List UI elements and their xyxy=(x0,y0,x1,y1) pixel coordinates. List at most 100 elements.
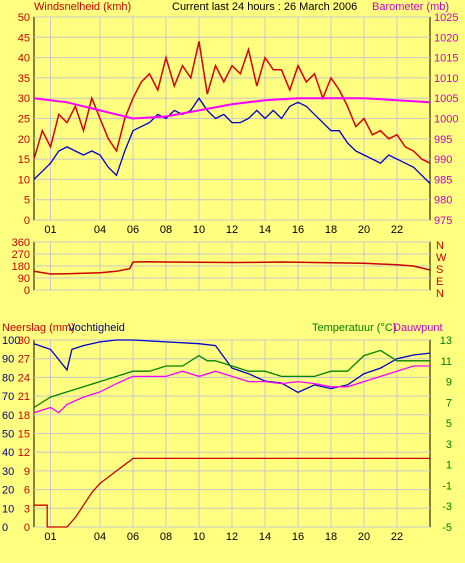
y-tick-label-temperature: 9 xyxy=(446,377,452,389)
compass-label-n-top: N xyxy=(436,240,444,252)
x-tick-label: 08 xyxy=(160,224,172,236)
y-tick-label-temperature: -1 xyxy=(442,480,452,492)
x-tick-label: 16 xyxy=(292,224,304,236)
x-tick-label: 14 xyxy=(259,531,271,543)
chart-title: Current last 24 hours : 26 March 2006 xyxy=(172,1,357,13)
humidity-line xyxy=(33,339,431,394)
y-tick-label-humidity: 70 xyxy=(2,391,14,403)
rain-axis-title: Neerslag (mm) xyxy=(2,322,75,334)
wind-direction-line xyxy=(33,260,431,275)
y-tick-label-windspeed: 5 xyxy=(24,195,30,207)
compass-label-w: W xyxy=(436,252,447,264)
y-tick-label-rain: 12 xyxy=(18,447,30,459)
x-tick-label: 12 xyxy=(226,224,238,236)
humidity-axis-title: Vochtigheid xyxy=(68,322,125,334)
x-tick-label: 20 xyxy=(358,531,370,543)
x-tick-label: 08 xyxy=(160,531,172,543)
windspeed-axis-title: Windsnelheid (kmh) xyxy=(34,1,131,13)
compass-label-e: E xyxy=(436,276,443,288)
barometer-line xyxy=(33,97,431,120)
y-tick-label-barometer: 1005 xyxy=(434,93,458,105)
x-tick-label: 22 xyxy=(391,531,403,543)
y-tick-label-windspeed: 45 xyxy=(18,32,30,44)
y-tick-label-windspeed: 35 xyxy=(18,73,30,85)
dewpoint-line xyxy=(33,365,430,414)
x-tick-label: 18 xyxy=(325,224,337,236)
y-tick-label-humidity: 40 xyxy=(2,447,14,459)
barometer-axis-title: Barometer (mb) xyxy=(372,1,449,13)
y-tick-label-windspeed: 25 xyxy=(18,114,30,126)
x-tick-label: 10 xyxy=(193,224,205,236)
y-tick-label-temperature: -5 xyxy=(442,522,452,534)
x-tick-label: 20 xyxy=(358,224,370,236)
y-tick-label-rain: 9 xyxy=(24,466,30,478)
y-tick-label-direction: 270 xyxy=(12,249,30,261)
temperature-axis-title: Temperatuur (°C) xyxy=(312,322,396,334)
y-tick-label-humidity: 100 xyxy=(2,335,20,347)
x-tick-label: 22 xyxy=(391,224,403,236)
y-tick-label-direction: 180 xyxy=(12,261,30,273)
x-tick-label: 12 xyxy=(226,531,238,543)
x-tick-label: 10 xyxy=(193,531,205,543)
y-tick-label-barometer: 1025 xyxy=(434,12,458,24)
x-tick-label: 01 xyxy=(44,224,56,236)
y-tick-label-humidity: 80 xyxy=(2,372,14,384)
x-tick-label: 04 xyxy=(94,224,106,236)
y-tick-label-barometer: 1015 xyxy=(434,53,458,65)
y-tick-label-direction: 360 xyxy=(12,237,30,249)
y-tick-label-rain: 15 xyxy=(18,429,30,441)
y-tick-label-temperature: 5 xyxy=(446,418,452,430)
windspeed-line xyxy=(33,97,431,184)
y-tick-label-humidity: 90 xyxy=(2,354,14,366)
x-tick-label: 06 xyxy=(127,531,139,543)
y-tick-label-windspeed: 20 xyxy=(18,134,30,146)
y-tick-label-barometer: 985 xyxy=(434,174,452,186)
temperature-line xyxy=(33,349,430,409)
y-tick-label-temperature: 1 xyxy=(446,460,452,472)
y-tick-label-barometer: 995 xyxy=(434,134,452,146)
y-tick-label-rain: 24 xyxy=(18,372,30,384)
y-tick-label-barometer: 1010 xyxy=(434,73,458,85)
y-tick-label-temperature: 3 xyxy=(446,439,452,451)
y-tick-label-temperature: 13 xyxy=(440,335,452,347)
compass-label-s: S xyxy=(436,264,443,276)
y-tick-label-barometer: 990 xyxy=(434,154,452,166)
y-tick-label-humidity: 50 xyxy=(2,429,14,441)
y-tick-label-rain: 6 xyxy=(24,485,30,497)
y-tick-label-humidity: 30 xyxy=(2,466,14,478)
y-tick-label-barometer: 975 xyxy=(434,215,452,227)
x-tick-label: 18 xyxy=(325,531,337,543)
compass-label-n-bottom: N xyxy=(436,288,444,300)
y-tick-label-direction: 0 xyxy=(24,285,30,297)
y-tick-label-windspeed: 15 xyxy=(18,154,30,166)
y-tick-label-rain: 18 xyxy=(18,410,30,422)
y-tick-label-humidity: 10 xyxy=(2,503,14,515)
y-tick-label-rain: 3 xyxy=(24,503,30,515)
y-tick-label-windspeed: 10 xyxy=(18,174,30,186)
y-tick-label-windspeed: 0 xyxy=(24,215,30,227)
y-tick-label-temperature: -3 xyxy=(442,501,452,513)
x-tick-label: 06 xyxy=(127,224,139,236)
y-tick-label-rain: 21 xyxy=(18,391,30,403)
y-tick-label-temperature: 7 xyxy=(446,397,452,409)
y-tick-label-humidity: 60 xyxy=(2,410,14,422)
y-tick-label-windspeed: 50 xyxy=(18,12,30,24)
x-tick-label: 14 xyxy=(259,224,271,236)
y-tick-label-humidity: 20 xyxy=(2,485,14,497)
y-tick-label-temperature: 11 xyxy=(441,356,452,368)
y-tick-label-rain: 30 xyxy=(18,335,30,347)
y-tick-label-rain: 0 xyxy=(24,522,30,534)
y-tick-label-rain: 27 xyxy=(18,354,30,366)
y-tick-label-barometer: 1020 xyxy=(434,32,458,44)
y-tick-label-windspeed: 30 xyxy=(18,93,30,105)
y-tick-label-direction: 90 xyxy=(18,273,30,285)
y-tick-label-humidity: 0 xyxy=(2,522,8,534)
x-tick-label: 16 xyxy=(292,531,304,543)
y-tick-label-windspeed: 40 xyxy=(18,53,30,65)
y-tick-label-barometer: 1000 xyxy=(434,114,458,126)
y-tick-label-barometer: 980 xyxy=(434,195,452,207)
windgust-line xyxy=(33,41,431,164)
x-tick-label: 04 xyxy=(94,531,106,543)
x-tick-label: 01 xyxy=(44,531,56,543)
